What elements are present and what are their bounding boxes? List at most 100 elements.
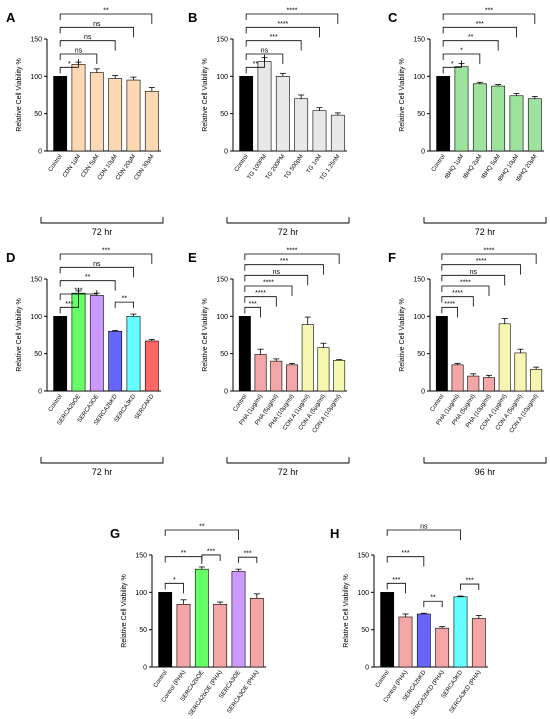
significance-label: **** <box>484 248 495 255</box>
significance-label: **** <box>476 258 487 265</box>
y-tick-label: 150 <box>216 37 228 44</box>
y-tick-label: 0 <box>421 149 425 156</box>
significance-label: ** <box>430 595 436 602</box>
bar <box>213 603 228 668</box>
y-tick-label: 100 <box>216 314 228 321</box>
time-bracket <box>40 217 164 224</box>
time-bracket <box>423 217 547 224</box>
bar <box>194 568 209 668</box>
x-tick-label: TG 500pM <box>284 154 305 181</box>
significance-bracket <box>386 582 406 594</box>
significance-bracket <box>164 556 203 564</box>
bar <box>71 64 86 152</box>
significance-bracket <box>442 40 499 51</box>
bar <box>398 616 413 668</box>
significance-bracket <box>441 296 474 307</box>
x-tick-label: Control <box>431 154 447 173</box>
significance-label: *** <box>392 577 400 584</box>
significance-bracket <box>245 54 265 74</box>
panel-a: A Relative Cell Viability % 0 50 100 150 Contr… <box>6 8 164 237</box>
significance-label: ** <box>468 34 474 41</box>
significance-bracket <box>441 264 521 275</box>
bar <box>158 592 173 668</box>
bar <box>471 618 486 668</box>
y-tick-label: 100 <box>357 590 369 597</box>
panel-c: C Relative Cell Viability % 0 50 100 150 Contr… <box>388 8 547 237</box>
bar <box>108 330 123 392</box>
bar <box>498 323 511 392</box>
significance-label: **** <box>263 280 274 287</box>
y-tick-label: 100 <box>413 314 425 321</box>
significance-label: ns <box>261 48 269 55</box>
time-label: 72 hr <box>92 467 113 477</box>
bar <box>89 295 104 392</box>
significance-bracket <box>442 26 517 38</box>
x-tick-label: CON A (10µg/ml) <box>312 394 343 435</box>
bar <box>509 95 524 152</box>
y-tick-label: 50 <box>361 627 369 634</box>
significance-label: *** <box>74 288 82 295</box>
y-tick-label: 50 <box>220 351 228 358</box>
significance-bracket <box>386 529 461 540</box>
significance-bracket <box>59 253 153 264</box>
x-tick-label: TG 1nM <box>306 154 323 175</box>
significance-label: **** <box>287 248 298 255</box>
y-tick-label: 0 <box>365 665 369 672</box>
significance-bracket <box>59 280 116 291</box>
bar <box>514 352 527 392</box>
panel-g: G Relative Cell Viability % 0 50 100 150 Contr… <box>110 524 266 718</box>
bar <box>294 98 309 152</box>
x-tick-label: TG 1.25nM <box>319 154 341 182</box>
y-tick-label: 50 <box>34 351 42 358</box>
y-tick-label: 0 <box>38 389 42 396</box>
time-bracket <box>423 457 547 464</box>
time-bracket <box>226 217 350 224</box>
significance-label: ns <box>93 21 101 28</box>
panel-label: E <box>188 250 197 265</box>
bar <box>435 316 448 392</box>
x-tick-label: Control <box>48 154 64 173</box>
bar <box>483 377 495 392</box>
y-tick-label: 150 <box>413 37 425 44</box>
y-tick-label: 100 <box>216 74 228 81</box>
x-tick-label: SERCA2bOE (PHA) <box>188 670 224 718</box>
bar <box>451 364 464 392</box>
x-tick-label: SERCAKD <box>134 393 156 421</box>
bar <box>416 613 431 668</box>
panel-label: A <box>6 10 16 25</box>
significance-label: ns <box>273 269 281 276</box>
significance-label: *** <box>102 248 110 255</box>
y-tick-label: 100 <box>135 590 147 597</box>
y-axis-label: Relative Cell Viability % <box>202 58 209 131</box>
significance-bracket <box>59 53 98 64</box>
y-tick-label: 100 <box>413 74 425 81</box>
significance-bracket <box>164 582 184 594</box>
bar <box>89 72 104 152</box>
significance-bracket <box>238 556 258 564</box>
bar <box>239 76 254 152</box>
y-tick-label: 150 <box>357 553 369 560</box>
y-axis-label: Relative Cell Viability % <box>121 574 128 647</box>
y-axis-label: Relative Cell Viability % <box>343 574 350 647</box>
bar <box>333 360 346 392</box>
y-tick-label: 100 <box>30 74 42 81</box>
panel-h: H Relative Cell Viability % 0 50 100 150 Contr… <box>330 524 488 717</box>
y-axis-label: Relative Cell Viability % <box>16 58 23 131</box>
significance-bracket <box>59 26 134 38</box>
bar <box>317 347 330 392</box>
significance-label: *** <box>65 301 73 308</box>
significance-bracket <box>245 26 320 38</box>
significance-label: * <box>68 61 71 68</box>
bar <box>144 340 159 392</box>
significance-label: * <box>460 48 463 55</box>
panel-label: C <box>388 10 398 25</box>
y-tick-label: 0 <box>38 149 42 156</box>
panel-label: G <box>110 526 120 541</box>
significance-label: **** <box>255 290 266 297</box>
significance-label: **** <box>444 301 455 308</box>
significance-bracket <box>114 301 134 309</box>
significance-bracket <box>201 554 221 561</box>
bar <box>436 76 451 152</box>
bar <box>286 364 298 392</box>
